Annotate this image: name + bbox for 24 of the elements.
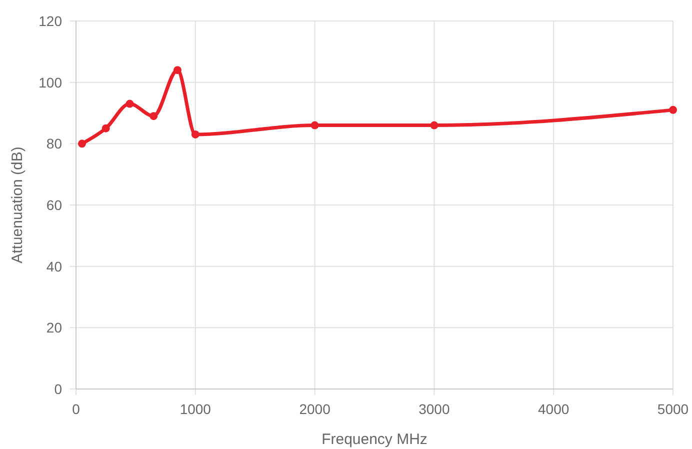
x-tick-label: 2000 — [299, 401, 331, 417]
point — [669, 106, 677, 114]
y-tick-label: 40 — [46, 258, 62, 274]
x-tick-label: 4000 — [538, 401, 570, 417]
y-tick-label: 60 — [46, 197, 62, 213]
x-tick-label: 0 — [72, 401, 80, 417]
point — [173, 66, 182, 74]
point — [126, 100, 134, 108]
y-tick-label: 0 — [54, 381, 62, 397]
point — [191, 130, 200, 138]
y-axis-title: Attuenuation (dB) — [9, 146, 26, 264]
point — [430, 121, 438, 130]
point — [310, 121, 319, 130]
x-tick-label: 1000 — [180, 401, 212, 417]
x-tick-label: 5000 — [657, 401, 689, 417]
x-tick-label: 3000 — [418, 401, 450, 417]
point — [78, 140, 86, 148]
point — [102, 124, 110, 132]
y-tick-label: 80 — [46, 136, 62, 152]
y-tick-label: 120 — [38, 13, 62, 29]
x-axis-title: Frequency MHz — [322, 431, 428, 448]
point — [150, 112, 158, 120]
y-tick-label: 100 — [38, 74, 62, 90]
y-tick-label: 20 — [46, 320, 62, 336]
